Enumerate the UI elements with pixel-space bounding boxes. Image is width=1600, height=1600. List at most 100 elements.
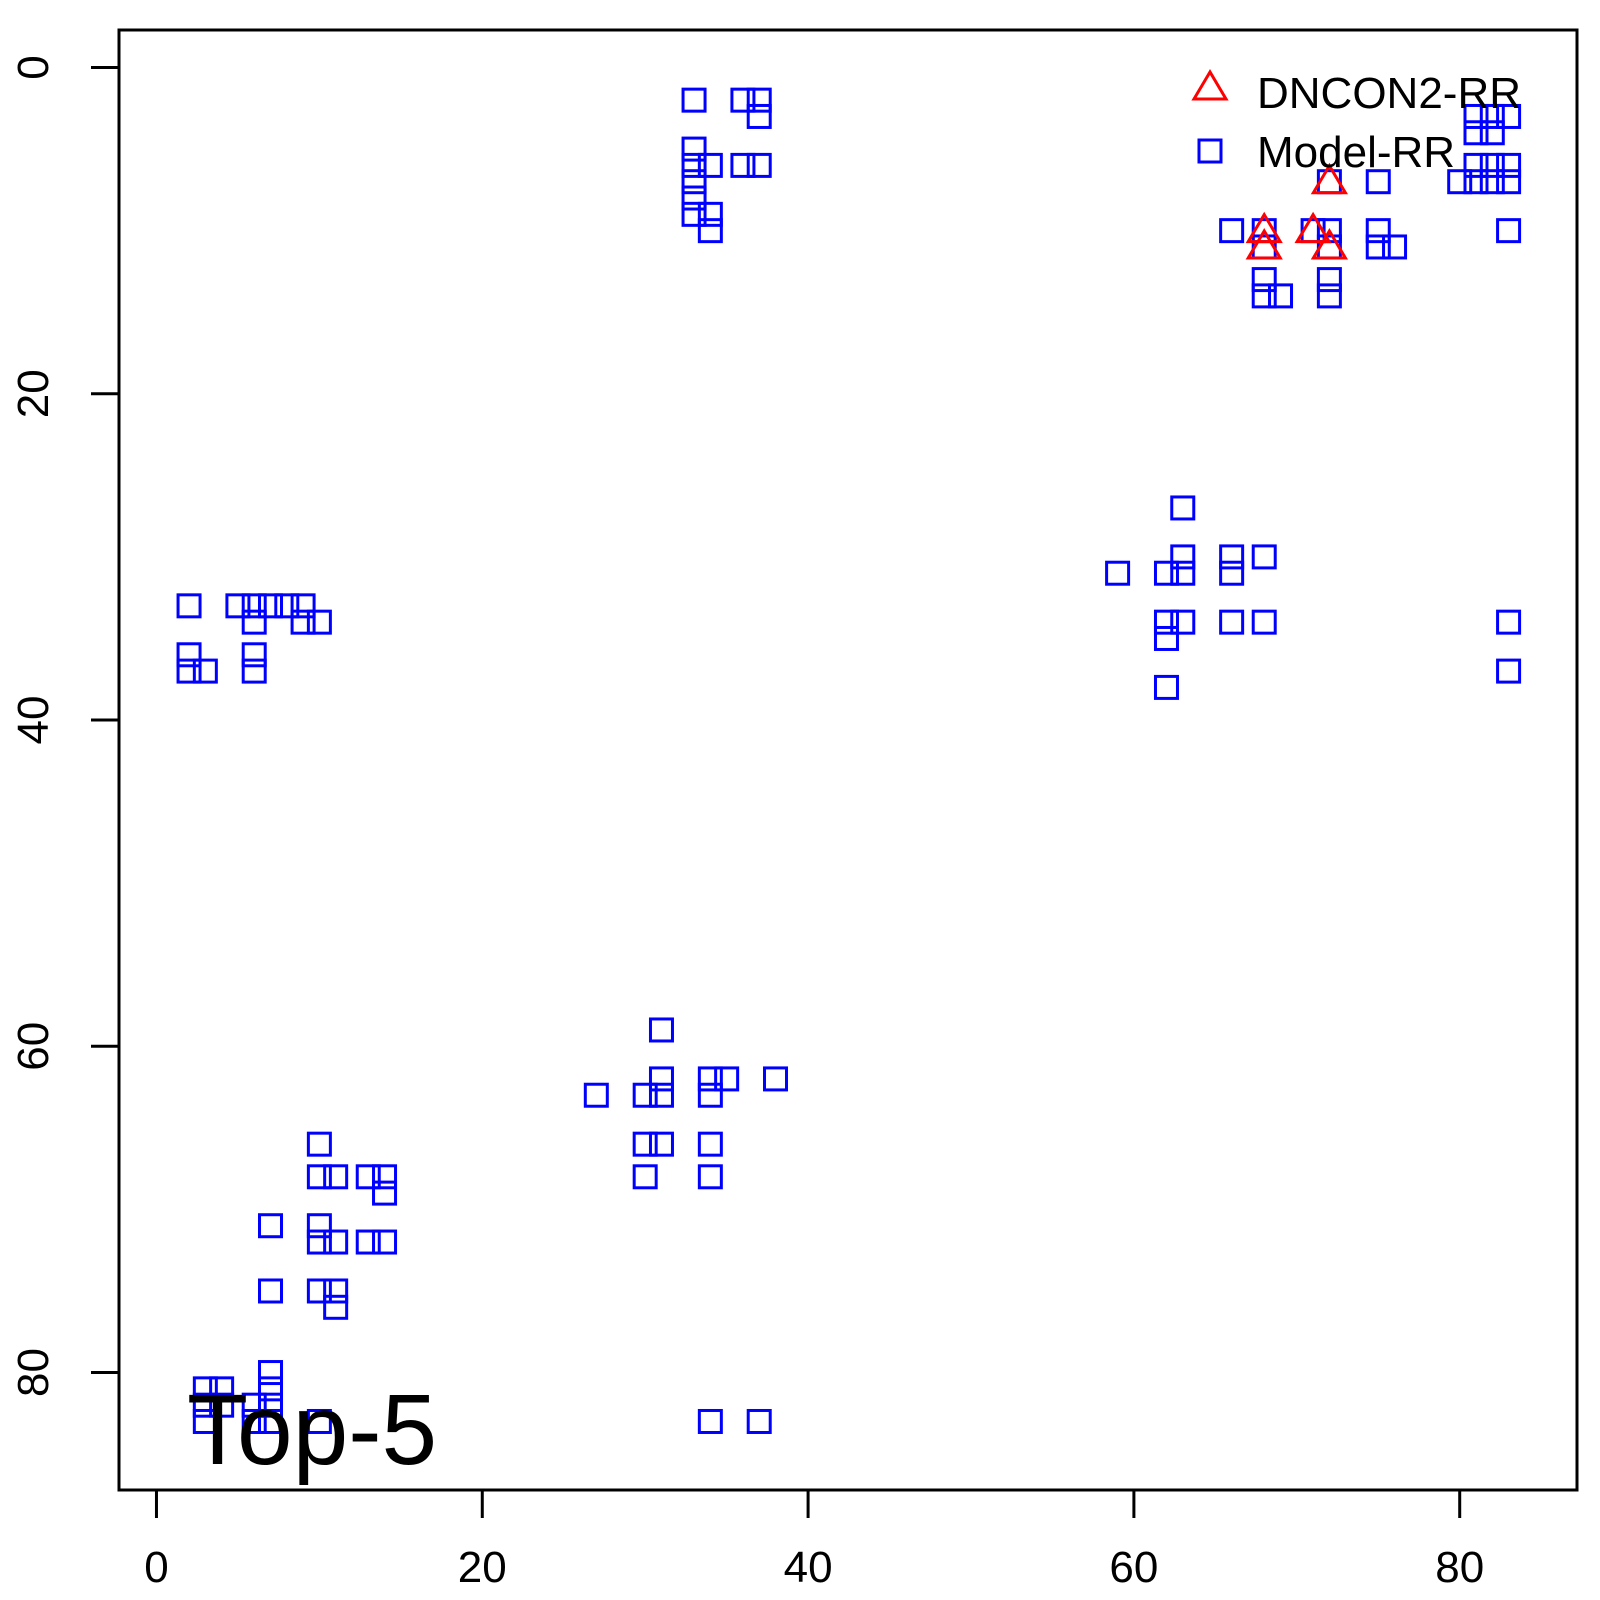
y-tick-label: 40 bbox=[9, 696, 58, 745]
dncon2-rr-points bbox=[1245, 162, 1349, 260]
model-rr-point bbox=[258, 593, 284, 619]
model-rr-point bbox=[306, 1164, 332, 1190]
model-rr-point bbox=[355, 1229, 381, 1255]
y-tick-label: 80 bbox=[9, 1348, 58, 1397]
model-rr-point bbox=[176, 593, 202, 619]
model-rr-point bbox=[714, 1066, 740, 1092]
model-rr-point bbox=[258, 1213, 284, 1239]
model-rr-point bbox=[1382, 234, 1408, 260]
model-rr-point bbox=[290, 609, 316, 635]
model-rr-point bbox=[1251, 283, 1277, 309]
model-rr-point bbox=[306, 1131, 332, 1157]
model-rr-point bbox=[1463, 152, 1489, 178]
model-rr-point bbox=[697, 1082, 723, 1108]
model-rr-point bbox=[1479, 169, 1505, 195]
model-rr-point bbox=[1219, 609, 1245, 635]
model-rr-point bbox=[1153, 609, 1179, 635]
model-rr-point bbox=[746, 103, 772, 129]
model-rr-point bbox=[306, 609, 332, 635]
model-rr-point bbox=[1316, 267, 1342, 293]
model-rr-point bbox=[306, 1213, 332, 1239]
model-rr-point bbox=[746, 1408, 772, 1434]
model-rr-point bbox=[209, 1392, 235, 1418]
model-rr-point bbox=[681, 87, 707, 113]
model-rr-point bbox=[225, 593, 251, 619]
model-rr-point bbox=[746, 152, 772, 178]
model-rr-point bbox=[306, 1278, 332, 1304]
model-rr-point bbox=[746, 87, 772, 113]
model-rr-point bbox=[1479, 120, 1505, 146]
model-rr-point bbox=[1251, 267, 1277, 293]
model-rr-point bbox=[1496, 609, 1522, 635]
model-rr-point bbox=[1153, 560, 1179, 586]
model-rr-point bbox=[1219, 218, 1245, 244]
model-rr-point bbox=[697, 152, 723, 178]
model-rr-point bbox=[1463, 103, 1489, 129]
model-rr-point bbox=[192, 1408, 218, 1434]
model-rr-point bbox=[372, 1164, 398, 1190]
model-rr-point bbox=[290, 593, 316, 619]
model-rr-point bbox=[681, 185, 707, 211]
x-tick-label: 0 bbox=[144, 1543, 168, 1592]
model-rr-point bbox=[1170, 609, 1196, 635]
model-rr-point bbox=[258, 1278, 284, 1304]
model-rr-point bbox=[1251, 234, 1277, 260]
legend-label-model-rr: Model-RR bbox=[1257, 128, 1455, 177]
model-rr-point bbox=[697, 1066, 723, 1092]
plot-frame bbox=[117, 28, 1579, 1492]
model-rr-point bbox=[1268, 283, 1294, 309]
model-rr-point bbox=[632, 1131, 658, 1157]
model-rr-point bbox=[176, 642, 202, 668]
model-rr-point bbox=[697, 1131, 723, 1157]
model-rr-point bbox=[258, 1392, 284, 1418]
model-rr-point bbox=[1496, 103, 1522, 129]
y-tick-label: 60 bbox=[9, 1022, 58, 1071]
model-rr-point bbox=[355, 1164, 381, 1190]
model-rr-point bbox=[258, 1376, 284, 1402]
model-rr-point bbox=[306, 1408, 332, 1434]
model-rr-point bbox=[1170, 544, 1196, 570]
model-rr-point bbox=[241, 593, 267, 619]
model-rr-point bbox=[192, 1392, 218, 1418]
model-rr-point bbox=[1170, 495, 1196, 521]
model-rr-point bbox=[209, 1376, 235, 1402]
legend-triangle-icon bbox=[1191, 69, 1229, 101]
model-rr-point bbox=[241, 609, 267, 635]
model-rr-point bbox=[1170, 560, 1196, 586]
model-rr-point bbox=[1496, 658, 1522, 684]
model-rr-point bbox=[323, 1229, 349, 1255]
model-rr-point bbox=[1219, 560, 1245, 586]
model-rr-point bbox=[697, 1408, 723, 1434]
model-rr-point bbox=[372, 1180, 398, 1206]
model-rr-point bbox=[763, 1066, 789, 1092]
y-axis: 0 20 40 60 80 bbox=[9, 55, 121, 1397]
x-tick-label: 80 bbox=[1435, 1543, 1484, 1592]
model-rr-point bbox=[1479, 152, 1505, 178]
model-rr-point bbox=[176, 658, 202, 684]
legend-label-dncon2-rr: DNCON2-RR bbox=[1257, 69, 1521, 118]
model-rr-point bbox=[681, 136, 707, 162]
model-rr-point bbox=[1496, 218, 1522, 244]
dncon2-rr-point bbox=[1294, 211, 1332, 244]
model-rr-point bbox=[648, 1082, 674, 1108]
model-rr-point bbox=[1105, 560, 1131, 586]
model-rr-point bbox=[681, 201, 707, 227]
model-rr-point bbox=[323, 1294, 349, 1320]
model-rr-point bbox=[1496, 169, 1522, 195]
model-rr-point bbox=[681, 152, 707, 178]
model-rr-point bbox=[1496, 152, 1522, 178]
legend: DNCON2-RR Model-RR bbox=[1191, 69, 1521, 177]
model-rr-point bbox=[192, 1376, 218, 1402]
model-rr-point bbox=[1463, 169, 1489, 195]
model-rr-point bbox=[697, 1164, 723, 1190]
dncon2-rr-point bbox=[1310, 162, 1349, 195]
model-rr-point bbox=[1365, 234, 1391, 260]
legend-square-icon bbox=[1197, 138, 1223, 164]
model-rr-point bbox=[1479, 103, 1505, 129]
dncon2-rr-point bbox=[1245, 211, 1283, 244]
model-rr-point bbox=[681, 169, 707, 195]
model-rr-point bbox=[192, 658, 218, 684]
panel-label: Top-5 bbox=[187, 1374, 437, 1486]
dncon2-rr-point bbox=[1310, 228, 1349, 260]
